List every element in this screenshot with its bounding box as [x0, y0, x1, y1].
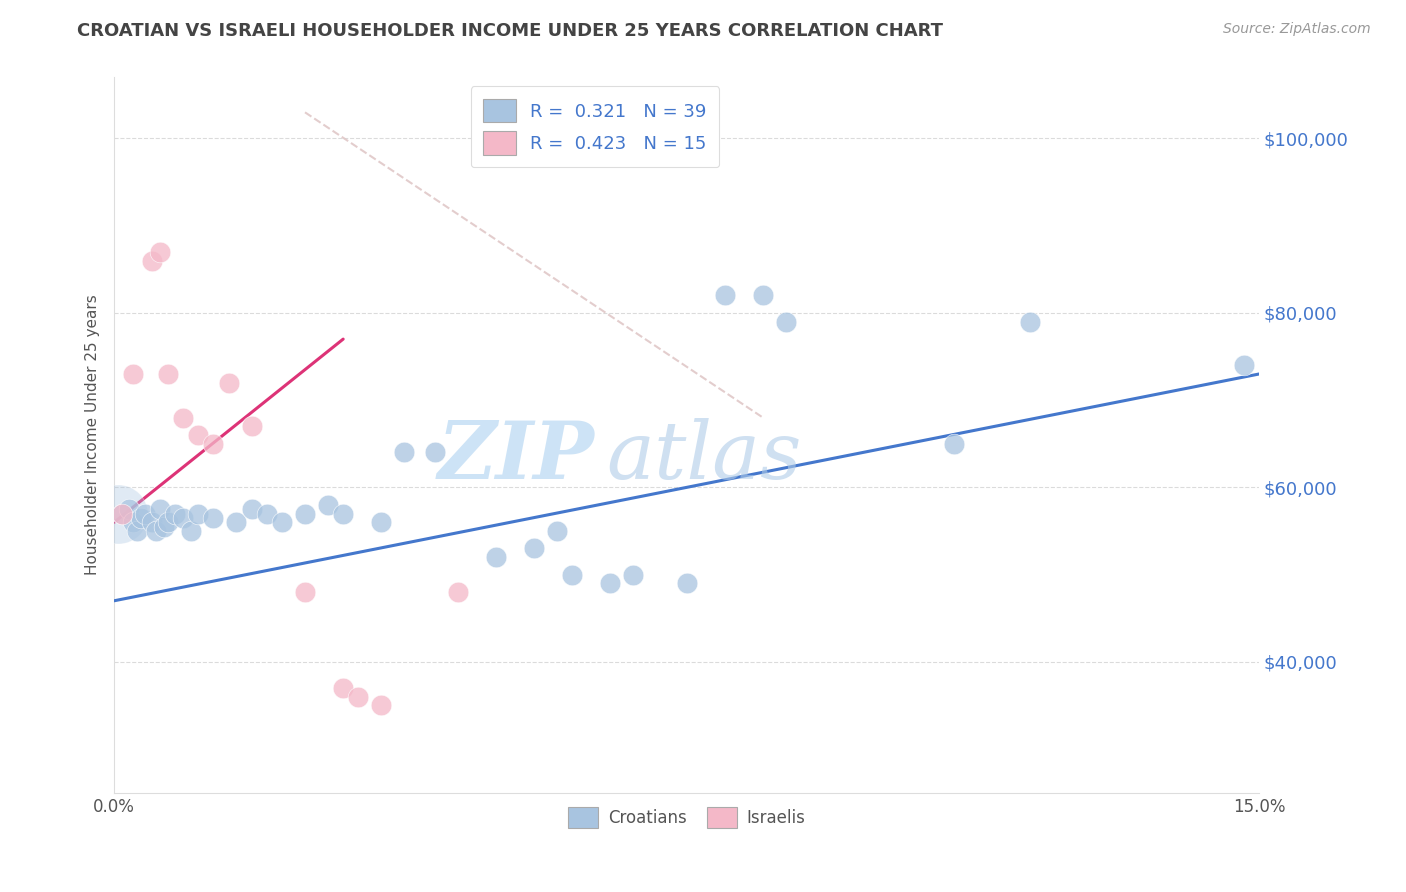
Point [240, 419, 263, 434]
Point [153, 519, 176, 533]
Point [134, 507, 156, 521]
Point [394, 445, 416, 459]
Point [165, 507, 187, 521]
Point [172, 511, 194, 525]
Point [202, 511, 225, 525]
Point [332, 507, 354, 521]
Point [240, 502, 263, 516]
Point [370, 516, 392, 530]
Point [1019, 315, 1042, 329]
Point [675, 576, 697, 591]
Point [156, 516, 179, 530]
Text: Source: ZipAtlas.com: Source: ZipAtlas.com [1223, 22, 1371, 37]
Point [129, 511, 152, 525]
Point [145, 524, 167, 538]
Point [447, 585, 470, 599]
Text: atlas: atlas [606, 417, 801, 495]
Point [111, 507, 134, 521]
Point [122, 516, 145, 530]
Y-axis label: Householder Income Under 25 years: Householder Income Under 25 years [86, 294, 100, 575]
Point [775, 315, 797, 329]
Point [149, 244, 172, 259]
Point [256, 507, 278, 521]
Point [202, 436, 225, 450]
Point [370, 698, 392, 713]
Point [294, 507, 316, 521]
Point [149, 502, 172, 516]
Point [599, 576, 621, 591]
Point [118, 502, 141, 516]
Point [180, 524, 202, 538]
Point [172, 410, 194, 425]
Point [752, 288, 775, 302]
Legend: Croatians, Israelis: Croatians, Israelis [561, 801, 813, 834]
Point [271, 516, 294, 530]
Point [187, 507, 209, 521]
Point [942, 436, 965, 450]
Point [347, 690, 370, 704]
Point [714, 288, 737, 302]
Text: ZIP: ZIP [439, 417, 595, 495]
Point [546, 524, 568, 538]
Point [111, 507, 134, 521]
Point [218, 376, 240, 390]
Point [107, 507, 129, 521]
Point [1233, 358, 1256, 372]
Point [127, 524, 149, 538]
Point [523, 541, 546, 556]
Point [141, 516, 163, 530]
Point [423, 445, 446, 459]
Point [156, 367, 179, 381]
Point [316, 498, 339, 512]
Point [294, 585, 316, 599]
Point [332, 681, 354, 695]
Point [225, 516, 247, 530]
Point [561, 567, 583, 582]
Point [485, 550, 508, 565]
Point [122, 367, 145, 381]
Point [187, 428, 209, 442]
Point [621, 567, 644, 582]
Text: CROATIAN VS ISRAELI HOUSEHOLDER INCOME UNDER 25 YEARS CORRELATION CHART: CROATIAN VS ISRAELI HOUSEHOLDER INCOME U… [77, 22, 943, 40]
Point [141, 253, 163, 268]
